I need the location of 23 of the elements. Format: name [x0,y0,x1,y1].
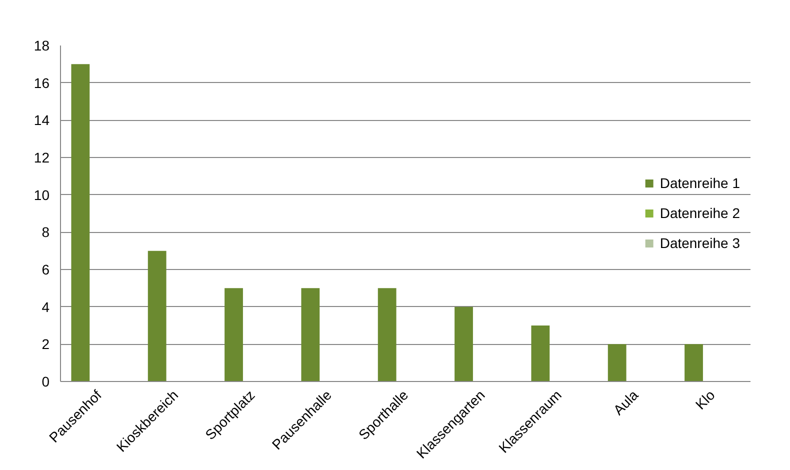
y-tick-label: 14 [34,112,50,128]
x-tick-label: Klo [692,386,718,412]
y-tick-label: 18 [34,38,50,54]
legend-label: Datenreihe 3 [660,235,740,251]
bar [531,326,550,382]
y-tick-label: 2 [42,336,50,352]
y-tick-label: 0 [42,374,50,390]
y-tick-label: 16 [34,74,50,91]
bar [608,344,626,382]
bar [684,344,703,382]
bar [71,64,90,382]
y-tick-label: 6 [42,262,50,278]
bar [378,288,396,382]
y-tick-label: 12 [34,150,50,166]
y-tick-label: 4 [42,298,50,315]
bar [454,306,473,382]
y-tick-label: 8 [42,224,50,240]
legend-label: Datenreihe 2 [660,205,740,221]
bar [224,288,243,382]
bar [301,288,320,382]
y-tick-label: 10 [34,186,50,203]
legend-label: Datenreihe 1 [660,175,740,191]
bar [148,250,166,382]
